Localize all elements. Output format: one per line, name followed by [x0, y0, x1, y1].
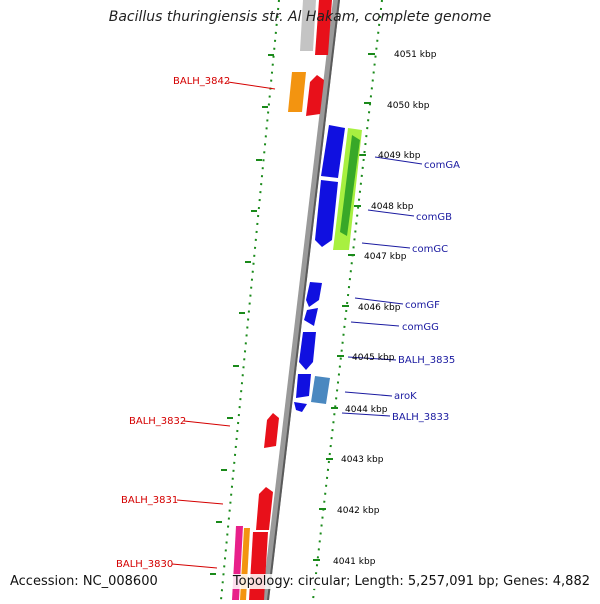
gene-blue-balh3833	[294, 402, 307, 412]
gene-blue-comGG	[304, 308, 318, 326]
gene-label-comgb: comGB	[416, 212, 452, 223]
gene-blue-comGA	[321, 125, 345, 178]
gene-label-comga: comGA	[424, 160, 460, 171]
genome-title: Bacillus thuringiensis str. Al Hakam, co…	[108, 9, 492, 25]
gene-label-comgf: comGF	[405, 300, 440, 311]
kbp-label: 4046 kbp	[358, 303, 401, 313]
gene-label-balh3832: BALH_3832	[129, 416, 186, 427]
kbp-label: 4045 kbp	[352, 353, 395, 363]
kbp-label: 4043 kbp	[341, 455, 384, 465]
kbp-label: 4049 kbp	[378, 151, 421, 161]
gene-label-balh3833: BALH_3833	[392, 412, 449, 423]
kbp-label: 4050 kbp	[387, 101, 430, 111]
left-ruler-ticks	[210, 54, 274, 575]
accession-label: Accession: NC_008600	[8, 574, 160, 589]
gene-label-balh3835: BALH_3835	[398, 355, 455, 366]
gene-label-balh3830: BALH_3830	[116, 559, 173, 570]
kbp-label: 4048 kbp	[371, 202, 414, 212]
gene-label-comgg: comGG	[402, 322, 439, 333]
kbp-label: 4042 kbp	[337, 506, 380, 516]
kbp-label: 4041 kbp	[333, 557, 376, 567]
kbp-label: 4047 kbp	[364, 252, 407, 262]
gene-red-balh3842	[306, 75, 324, 116]
kbp-label: 4051 kbp	[394, 50, 437, 60]
kbp-ticks	[313, 53, 375, 561]
kbp-label: 4044 kbp	[345, 405, 388, 415]
gene-blue-balh3835	[299, 332, 316, 370]
gene-blue-comGB	[315, 180, 338, 247]
gene-gray-top	[300, 0, 316, 51]
gene-red-balh3831	[256, 487, 273, 530]
gene-label-balh3842: BALH_3842	[173, 76, 230, 87]
gene-label-balh3831: BALH_3831	[121, 495, 178, 506]
gene-label-arok: aroK	[394, 391, 417, 402]
gene-steelblue-arok	[311, 376, 330, 404]
gene-green-comGC	[340, 135, 360, 236]
right-leader-lines	[341, 156, 423, 417]
gene-blue-arok	[296, 374, 311, 398]
left-leader-lines	[171, 81, 276, 569]
gene-blue-comGF	[306, 282, 322, 307]
topology-label: Topology: circular; Length: 5,257,091 bp…	[230, 574, 592, 589]
gene-orange-balh3842	[288, 72, 306, 112]
gene-red-balh3832	[264, 413, 279, 448]
gene-label-comgc: comGC	[412, 244, 448, 255]
gene-red-top	[315, 0, 332, 55]
backbone-axis-highlight	[267, 0, 340, 600]
